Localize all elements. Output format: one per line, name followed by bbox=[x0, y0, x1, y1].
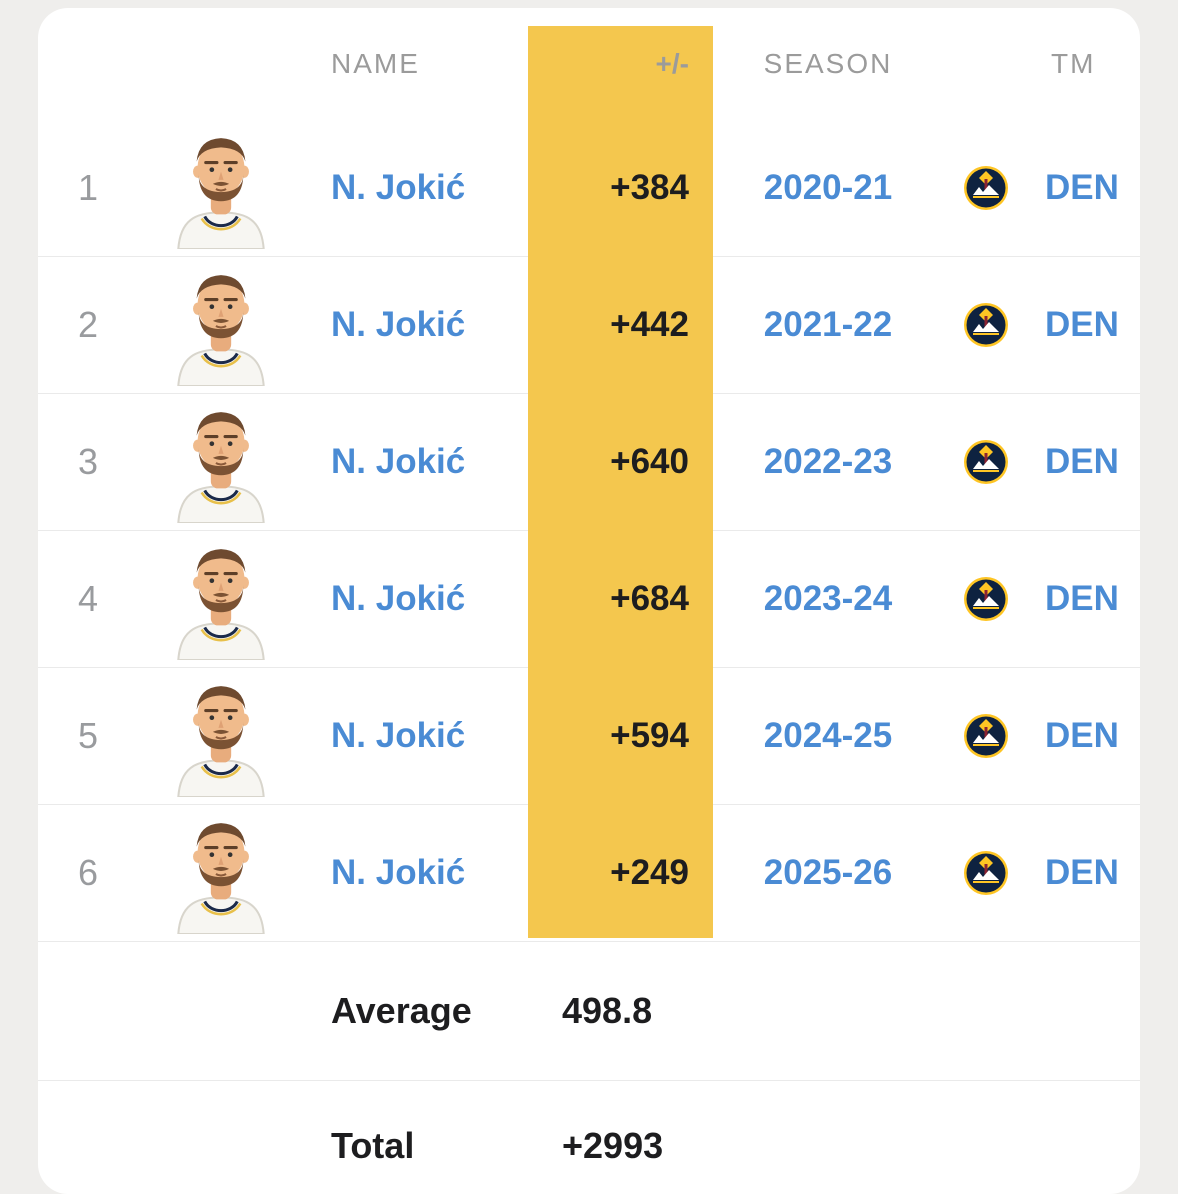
denver-nuggets-logo-icon bbox=[964, 303, 1008, 347]
denver-nuggets-logo-icon bbox=[964, 577, 1008, 621]
player-avatar bbox=[138, 675, 303, 797]
column-header-plusminus[interactable]: +/- bbox=[655, 48, 689, 79]
season-link[interactable]: 2023-24 bbox=[763, 579, 893, 618]
season-link[interactable]: 2022-23 bbox=[763, 442, 893, 481]
team-cell[interactable]: DEN bbox=[943, 165, 1140, 211]
total-row: Total +2993 bbox=[38, 1080, 1140, 1194]
nikola-jokic-avatar-icon bbox=[176, 412, 265, 523]
denver-nuggets-logo-icon bbox=[964, 440, 1008, 484]
season-link[interactable]: 2020-21 bbox=[763, 168, 893, 207]
plusminus-value: +640 bbox=[610, 442, 689, 481]
table-row[interactable]: 6 N. Jokić +249 2025 bbox=[38, 804, 1140, 941]
average-row: Average 498.8 bbox=[38, 941, 1140, 1080]
table-row[interactable]: 2 N. Jokić +442 2021 bbox=[38, 256, 1140, 393]
rank-cell: 2 bbox=[77, 304, 99, 345]
table-row[interactable]: 3 N. Jokić +640 2022 bbox=[38, 393, 1140, 530]
team-abbreviation: DEN bbox=[1045, 716, 1119, 755]
column-header-name[interactable]: NAME bbox=[331, 48, 420, 79]
column-header-team[interactable]: TM bbox=[1051, 48, 1096, 79]
total-value: +2993 bbox=[562, 1125, 664, 1166]
season-link[interactable]: 2025-26 bbox=[763, 853, 893, 892]
plusminus-value: +442 bbox=[610, 305, 689, 344]
rank-cell: 5 bbox=[77, 715, 99, 756]
player-name-link[interactable]: N. Jokić bbox=[331, 168, 466, 207]
team-abbreviation: DEN bbox=[1045, 442, 1119, 481]
plusminus-value: +249 bbox=[610, 853, 689, 892]
nikola-jokic-avatar-icon bbox=[176, 275, 265, 386]
player-name-link[interactable]: N. Jokić bbox=[331, 305, 466, 344]
denver-nuggets-logo-icon bbox=[964, 166, 1008, 210]
team-abbreviation: DEN bbox=[1045, 168, 1119, 207]
nikola-jokic-avatar-icon bbox=[176, 823, 265, 934]
team-cell[interactable]: DEN bbox=[943, 576, 1140, 622]
player-avatar bbox=[138, 401, 303, 523]
team-abbreviation: DEN bbox=[1045, 853, 1119, 892]
rank-cell: 3 bbox=[77, 441, 99, 482]
nikola-jokic-avatar-icon bbox=[176, 138, 265, 249]
player-name-link[interactable]: N. Jokić bbox=[331, 853, 466, 892]
plusminus-highlight-column bbox=[528, 26, 713, 938]
player-avatar bbox=[138, 264, 303, 386]
rank-cell: 6 bbox=[77, 852, 99, 893]
nikola-jokic-avatar-icon bbox=[176, 686, 265, 797]
plusminus-value: +684 bbox=[610, 579, 689, 618]
player-avatar bbox=[138, 127, 303, 249]
player-name-link[interactable]: N. Jokić bbox=[331, 442, 466, 481]
player-avatar bbox=[138, 538, 303, 660]
denver-nuggets-logo-icon bbox=[964, 851, 1008, 895]
season-link[interactable]: 2021-22 bbox=[763, 305, 893, 344]
team-abbreviation: DEN bbox=[1045, 579, 1119, 618]
rank-cell: 1 bbox=[77, 167, 99, 208]
column-header-season[interactable]: SEASON bbox=[763, 48, 893, 79]
total-label: Total bbox=[331, 1125, 415, 1166]
average-label: Average bbox=[331, 990, 472, 1031]
stats-table-card: NAME +/- SEASON TM 1 bbox=[38, 8, 1140, 1194]
team-cell[interactable]: DEN bbox=[943, 439, 1140, 485]
average-value: 498.8 bbox=[562, 990, 653, 1031]
nikola-jokic-avatar-icon bbox=[176, 549, 265, 660]
table-row[interactable]: 1 N. Jokić +384 2020 bbox=[38, 120, 1140, 256]
table-header-row: NAME +/- SEASON TM bbox=[38, 8, 1140, 120]
rank-cell: 4 bbox=[77, 578, 99, 619]
team-cell[interactable]: DEN bbox=[943, 850, 1140, 896]
team-cell[interactable]: DEN bbox=[943, 302, 1140, 348]
season-link[interactable]: 2024-25 bbox=[763, 716, 893, 755]
player-name-link[interactable]: N. Jokić bbox=[331, 716, 466, 755]
team-abbreviation: DEN bbox=[1045, 305, 1119, 344]
player-avatar bbox=[138, 812, 303, 934]
player-name-link[interactable]: N. Jokić bbox=[331, 579, 466, 618]
plusminus-value: +384 bbox=[610, 168, 689, 207]
team-cell[interactable]: DEN bbox=[943, 713, 1140, 759]
plusminus-value: +594 bbox=[610, 716, 689, 755]
table-row[interactable]: 5 N. Jokić +594 2024 bbox=[38, 667, 1140, 804]
denver-nuggets-logo-icon bbox=[964, 714, 1008, 758]
